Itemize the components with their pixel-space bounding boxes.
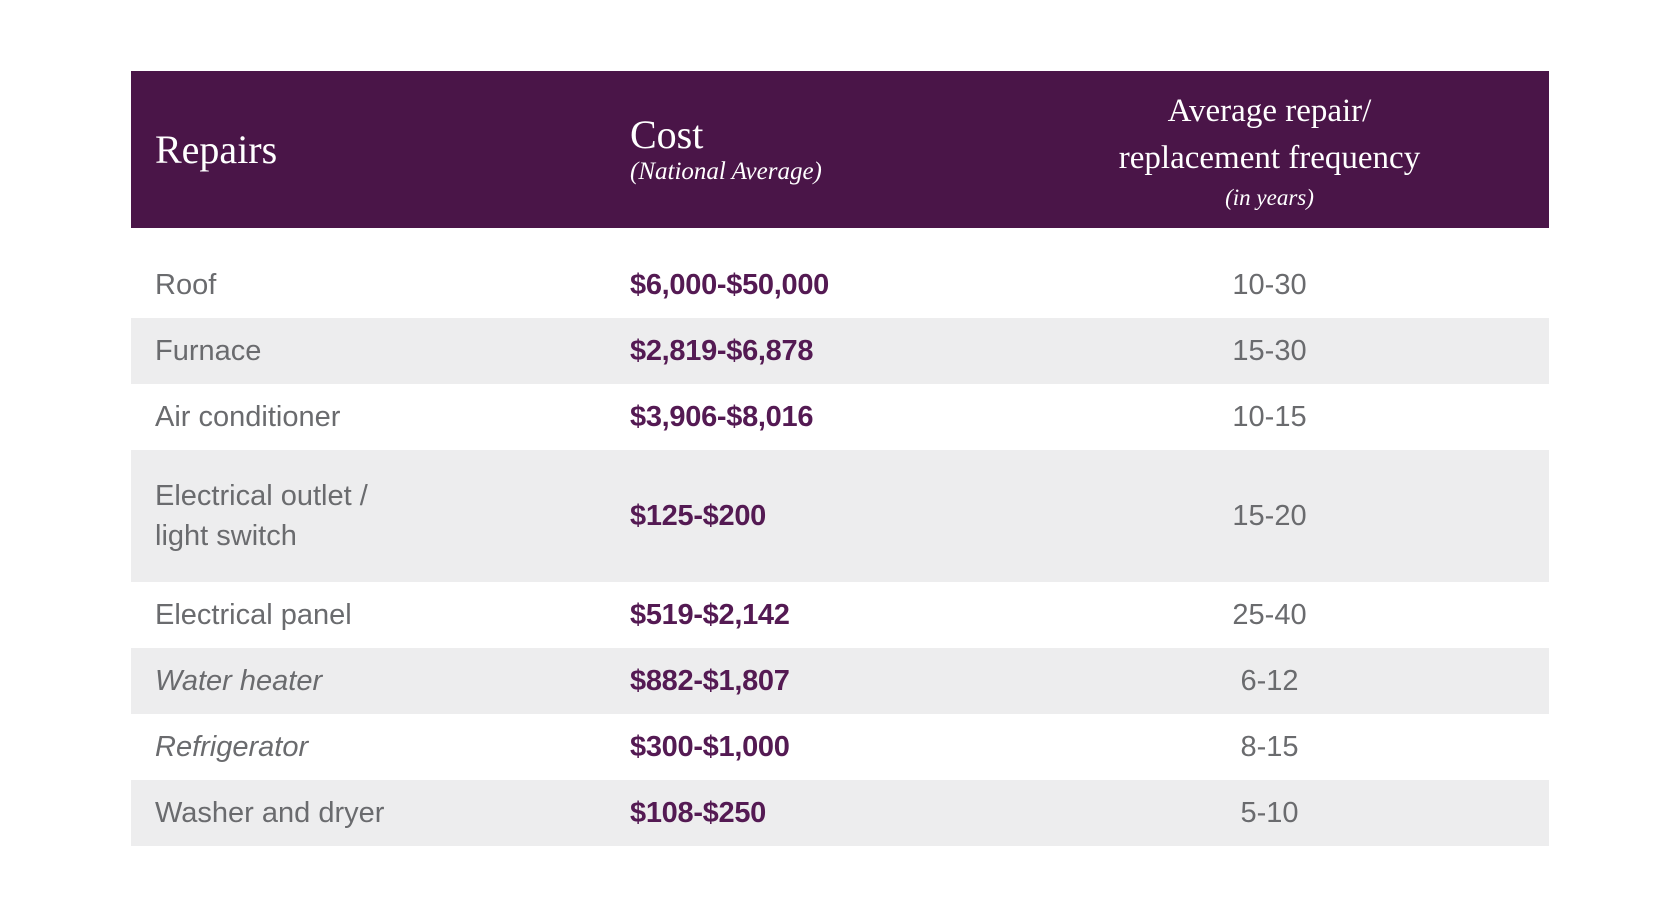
table-row: Washer and dryer $108-$250 5-10: [131, 780, 1549, 846]
repair-name: Refrigerator: [155, 730, 309, 763]
repair-frequency: 25-40: [1232, 598, 1307, 631]
repair-frequency: 15-30: [1232, 334, 1307, 367]
repair-frequency: 8-15: [1240, 730, 1299, 763]
repair-cost: $3,906-$8,016: [630, 400, 814, 433]
table-row: Electrical outlet / light switch $125-$2…: [131, 450, 1549, 582]
header-cost-title: Cost: [630, 111, 704, 157]
table-row: Refrigerator $300-$1,000 8-15: [131, 714, 1549, 780]
repair-cost: $2,819-$6,878: [630, 334, 814, 367]
repair-cost: $300-$1,000: [630, 730, 790, 763]
header-frequency-subtitle: (in years): [1225, 185, 1314, 211]
header-repairs-label: Repairs: [155, 127, 278, 172]
repair-name: Furnace: [155, 334, 262, 367]
repair-name: Electrical panel: [155, 598, 352, 631]
header-cost-subtitle: (National Average): [630, 157, 822, 185]
repair-name: Roof: [155, 268, 217, 301]
repair-frequency: 10-15: [1232, 400, 1307, 433]
repair-frequency: 15-20: [1232, 499, 1307, 532]
repair-name: Air conditioner: [155, 400, 341, 433]
header-repairs: Repairs: [131, 71, 630, 228]
header-frequency: Average repair/ replacement frequency (i…: [990, 71, 1549, 228]
repair-frequency: 6-12: [1240, 664, 1299, 697]
table-row: Water heater $882-$1,807 6-12: [131, 648, 1549, 714]
repair-frequency: 10-30: [1232, 268, 1307, 301]
repair-cost: $108-$250: [630, 796, 766, 829]
repair-cost-table: Repairs Cost (National Average) Average …: [131, 71, 1549, 846]
table-row: Electrical panel $519-$2,142 25-40: [131, 582, 1549, 648]
repair-cost: $6,000-$50,000: [630, 268, 829, 301]
repair-name: Water heater: [155, 664, 323, 697]
header-frequency-title: Average repair/ replacement frequency: [1118, 92, 1421, 176]
table-row: Air conditioner $3,906-$8,016 10-15: [131, 384, 1549, 450]
table-row: Furnace $2,819-$6,878 15-30: [131, 318, 1549, 384]
repair-name: Electrical outlet / light switch: [155, 479, 368, 552]
table-body: Roof $6,000-$50,000 10-30 Furnace $2,819…: [131, 228, 1549, 846]
header-cost: Cost (National Average): [630, 71, 990, 228]
repair-name: Washer and dryer: [155, 796, 385, 829]
repair-cost: $125-$200: [630, 499, 766, 532]
repair-cost: $519-$2,142: [630, 598, 790, 631]
repair-cost: $882-$1,807: [630, 664, 790, 697]
table-header: Repairs Cost (National Average) Average …: [131, 71, 1549, 228]
repair-frequency: 5-10: [1240, 796, 1299, 829]
table-row: Roof $6,000-$50,000 10-30: [131, 252, 1549, 318]
